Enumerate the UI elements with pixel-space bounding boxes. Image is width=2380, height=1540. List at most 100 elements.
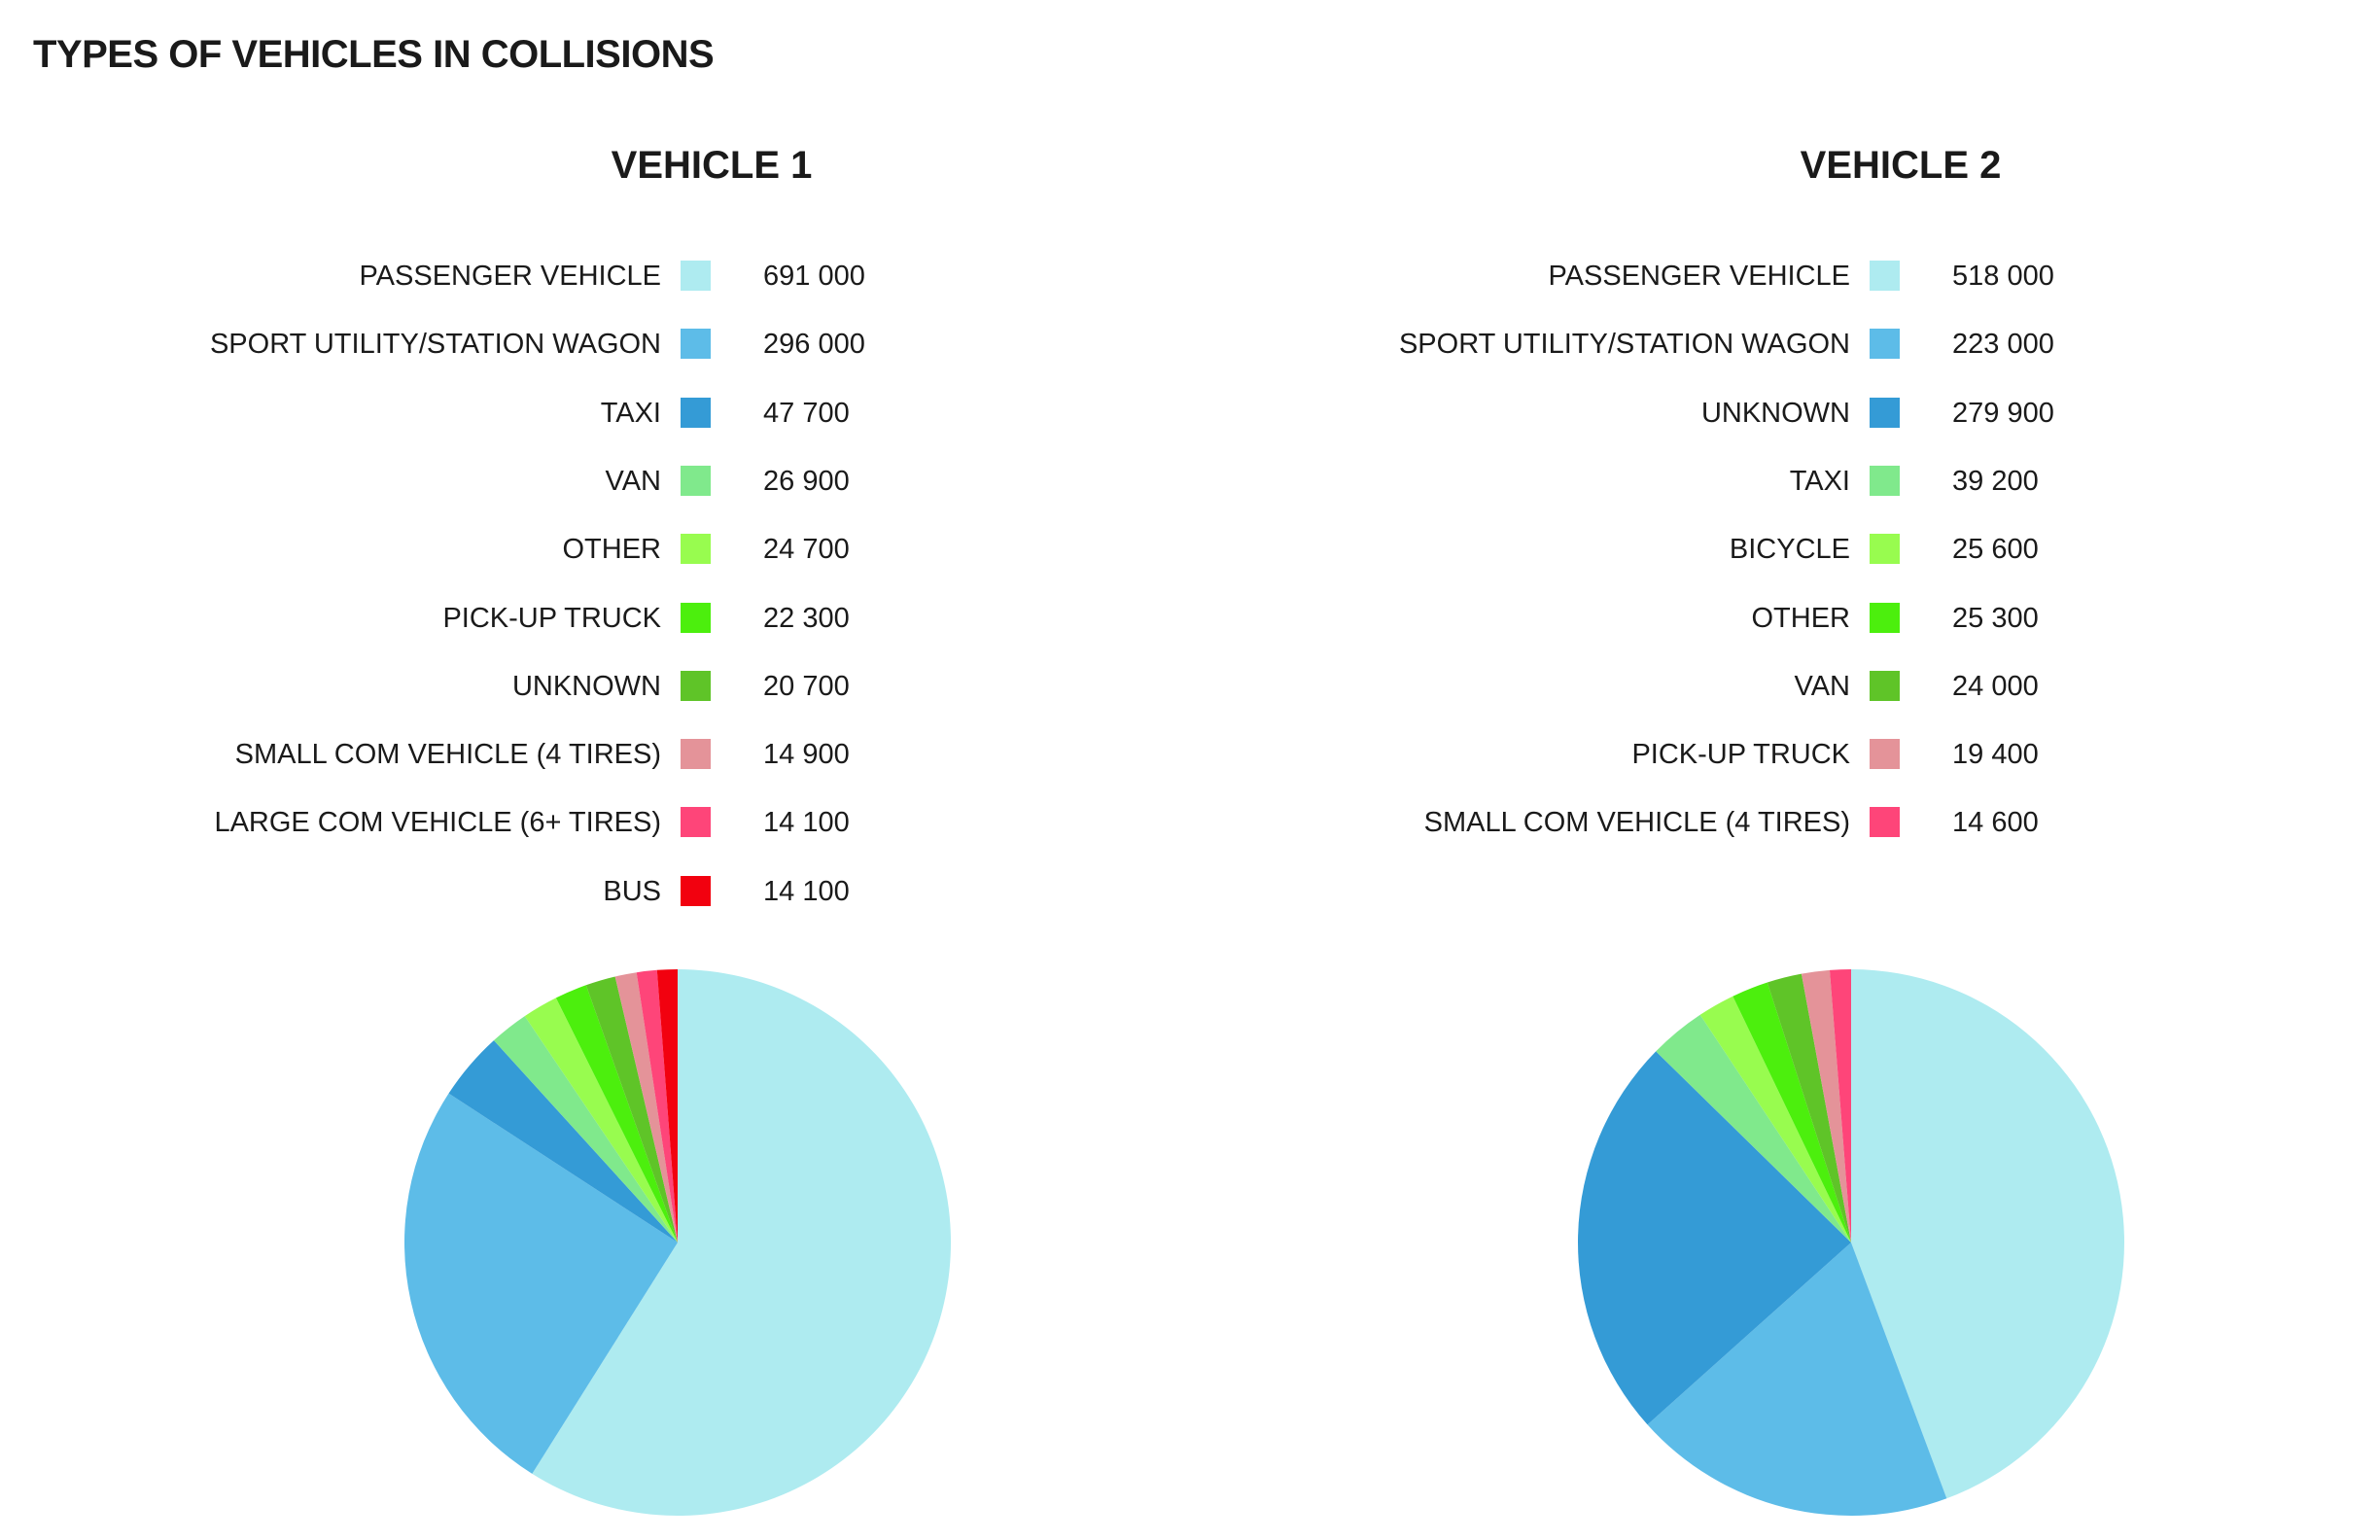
legend-value: 26 900 (763, 465, 850, 497)
legend-swatch (681, 397, 711, 428)
legend-label: OTHER (1751, 602, 1851, 634)
pie-slice (555, 985, 678, 1242)
legend-swatch (1870, 329, 1900, 360)
legend-value: 22 300 (763, 602, 850, 634)
legend-swatch (681, 329, 711, 360)
pie-slice (656, 969, 678, 1242)
legend-label: LARGE COM VEHICLE (6+ TIRES) (214, 807, 661, 839)
legend-label: BUS (603, 875, 661, 907)
legend-value: 25 300 (1952, 602, 2039, 634)
legend-label: SPORT UTILITY/STATION WAGON (1398, 329, 1850, 361)
chart-title: VEHICLE 2 (1800, 144, 2002, 187)
legend-item: SPORT UTILITY/STATION WAGON (0, 325, 661, 364)
pie-slice (614, 972, 678, 1242)
legend-item: PASSENGER VEHICLE (0, 257, 1850, 296)
legend-value: 14 100 (763, 807, 850, 839)
legend-label: SPORT UTILITY/STATION WAGON (209, 329, 661, 361)
legend-item: PASSENGER VEHICLE (0, 257, 661, 296)
legend-label: UNKNOWN (511, 670, 661, 702)
legend-value: 20 700 (763, 670, 850, 702)
legend-label: TAXI (600, 397, 661, 429)
legend-swatch (1870, 739, 1900, 770)
legend-item: OTHER (0, 599, 1851, 638)
legend-item: TAXI (0, 462, 1850, 501)
legend-label: PICK-UP TRUCK (442, 602, 661, 634)
legend-value: 223 000 (1952, 329, 2054, 361)
legend-item: SMALL COM VEHICLE (4 TIRES) (0, 735, 661, 774)
legend-value: 39 200 (1952, 465, 2039, 497)
legend-swatch (681, 807, 711, 838)
legend-item: TAXI (0, 394, 661, 433)
legend-item: VAN (0, 667, 1850, 706)
legend-swatch (681, 670, 711, 701)
legend-item: VAN (0, 462, 661, 501)
pie-slice (636, 969, 678, 1242)
legend-swatch (1870, 397, 1900, 428)
pie-slice (448, 1040, 678, 1242)
legend-item: PICK-UP TRUCK (0, 735, 1850, 774)
legend-label: BICYCLE (1729, 534, 1850, 566)
legend-label: PICK-UP TRUCK (1631, 739, 1850, 771)
legend-label: VAN (1794, 670, 1850, 702)
pie-slice (1767, 973, 1851, 1242)
legend-label: VAN (605, 465, 661, 497)
legend-swatch (1870, 807, 1900, 838)
legend-swatch (681, 534, 711, 565)
pie-slice (524, 998, 678, 1242)
legend-value: 19 400 (1952, 739, 2039, 771)
pie-slice (1851, 969, 2124, 1499)
pie-slice (403, 1093, 678, 1474)
pie-slice (1656, 1014, 1851, 1242)
pie-slice (532, 969, 951, 1516)
legend-swatch (1870, 534, 1900, 565)
pie-slice (1699, 996, 1851, 1242)
legend-value: 691 000 (763, 261, 865, 292)
pie-slice (493, 1016, 678, 1242)
legend-item: SMALL COM VEHICLE (4 TIRES) (0, 803, 1850, 842)
pie-chart (403, 969, 951, 1516)
pie-chart (1578, 969, 2124, 1516)
legend-swatch (1870, 602, 1900, 633)
legend-item: OTHER (0, 530, 662, 569)
legend-value: 296 000 (763, 329, 865, 361)
legend-swatch (681, 602, 711, 633)
legend-swatch (1870, 261, 1900, 291)
legend-swatch (681, 261, 711, 291)
legend-swatch (1870, 465, 1900, 496)
legend-item: UNKNOWN (0, 394, 1850, 433)
legend-item: BUS (0, 872, 661, 911)
legend-item: LARGE COM VEHICLE (6+ TIRES) (0, 803, 661, 842)
legend-item: UNKNOWN (0, 667, 661, 706)
legend-value: 14 900 (763, 739, 850, 771)
legend-item: SPORT UTILITY/STATION WAGON (0, 325, 1850, 364)
legend-swatch (1870, 670, 1900, 701)
legend-value: 24 000 (1952, 670, 2039, 702)
legend-swatch (681, 875, 711, 906)
legend-label: TAXI (1789, 465, 1850, 497)
legend-value: 14 600 (1952, 807, 2039, 839)
pie-slice (1829, 969, 1851, 1242)
legend-value: 279 900 (1952, 397, 2054, 429)
legend-label: SMALL COM VEHICLE (4 TIRES) (1423, 807, 1850, 839)
legend-label: OTHER (562, 534, 662, 566)
legend-value: 24 700 (763, 534, 850, 566)
legend-label: SMALL COM VEHICLE (4 TIRES) (234, 739, 661, 771)
legend-swatch (681, 739, 711, 770)
legend-label: PASSENGER VEHICLE (1548, 261, 1850, 292)
pie-slice (585, 976, 678, 1242)
legend-label: PASSENGER VEHICLE (359, 261, 661, 292)
pie-slice (1578, 1051, 1851, 1425)
legend-item: PICK-UP TRUCK (0, 599, 661, 638)
pie-slice (1732, 982, 1851, 1242)
pie-slice (1647, 1242, 1947, 1516)
chart-title: VEHICLE 1 (611, 144, 813, 187)
legend-value: 47 700 (763, 397, 850, 429)
legend-value: 518 000 (1952, 261, 2054, 292)
legend-value: 25 600 (1952, 534, 2039, 566)
legend-item: BICYCLE (0, 530, 1850, 569)
pie-slice (1801, 969, 1851, 1242)
legend-swatch (681, 465, 711, 496)
page-title: TYPES OF VEHICLES IN COLLISIONS (33, 33, 715, 76)
legend-value: 14 100 (763, 875, 850, 907)
legend-label: UNKNOWN (1700, 397, 1850, 429)
